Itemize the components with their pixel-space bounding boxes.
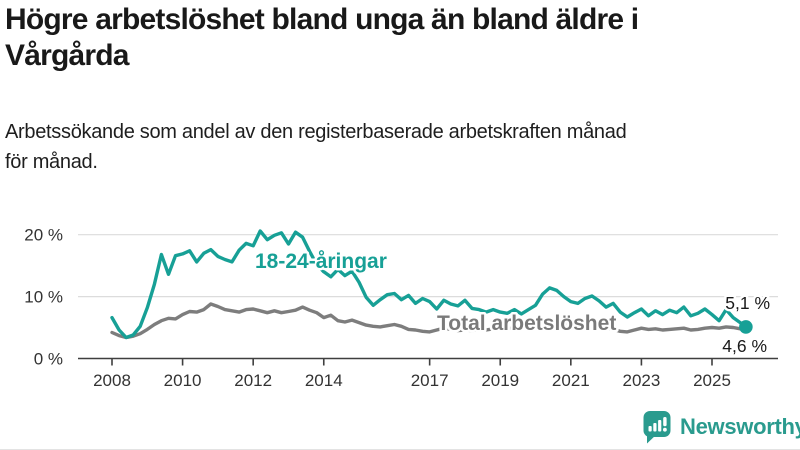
end-value-young: 5,1 % xyxy=(725,293,770,313)
series-line xyxy=(110,229,748,340)
brand-name: Newsworthy xyxy=(680,414,800,439)
series-end-dot xyxy=(739,320,753,334)
chart-subtitle-line-1: Arbetssökande som andel av den registerb… xyxy=(5,121,627,143)
chart-subtitle: Arbetssökande som andel av den registerb… xyxy=(5,117,793,177)
x-axis-label: 2017 xyxy=(411,371,449,390)
end-value-total: 4,6 % xyxy=(722,336,767,356)
x-axis-label: 2019 xyxy=(481,371,519,390)
x-axis-label: 2012 xyxy=(234,371,272,390)
y-axis-label: 0 % xyxy=(34,350,63,369)
x-axis-label: 2023 xyxy=(622,371,660,390)
x-axis-label: 2014 xyxy=(305,371,343,390)
newsworthy-logo: Newsworthy xyxy=(642,408,800,446)
page-title-line-1: Högre arbetslöshet bland unga än bland ä… xyxy=(5,3,639,36)
x-axis-label: 2008 xyxy=(93,371,131,390)
y-axis-label: 20 % xyxy=(24,226,63,245)
bar-chart-speech-bubble-icon xyxy=(643,411,671,444)
x-axis-label: 2025 xyxy=(693,371,731,390)
page-title: Högre arbetslöshet bland unga än bland ä… xyxy=(5,2,793,74)
x-axis-label: 2021 xyxy=(552,371,590,390)
series-label-young: 18-24-åringar xyxy=(255,250,387,273)
page-title-line-2: Vårgårda xyxy=(5,39,129,72)
x-axis-label: 2010 xyxy=(164,371,202,390)
series-label-total: Total arbetslöshet xyxy=(437,312,616,335)
y-axis-label: 10 % xyxy=(24,288,63,307)
series-line xyxy=(110,302,748,340)
unemployment-line-chart: 2008 2010 2012 2014 2017 2019 2021 2023 2025 0 % 1… xyxy=(24,226,778,390)
chart-subtitle-line-2: för månad. xyxy=(5,151,98,173)
